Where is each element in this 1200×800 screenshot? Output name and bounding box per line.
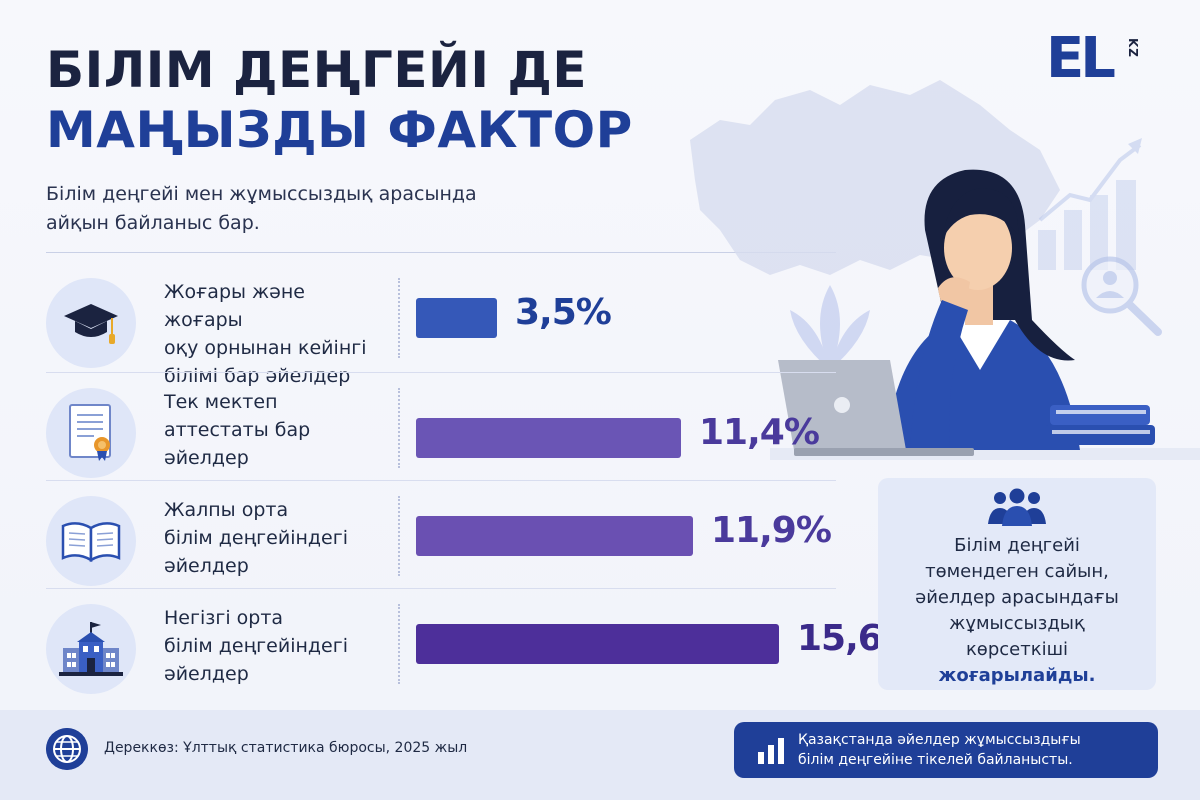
insight-line-1: Білім деңгейі <box>954 535 1080 556</box>
woman-laptop-illustration <box>690 80 1200 460</box>
row-separator-line <box>398 496 400 576</box>
conclusion-text: Қазақстанда әйелдер жұмыссыздығы білім д… <box>798 730 1081 770</box>
insight-line-5: көрсеткіші <box>965 639 1069 660</box>
header-divider <box>46 252 836 253</box>
title-line-1: БІЛІМ ДЕҢГЕЙІ ДЕ <box>46 41 588 99</box>
bar <box>416 298 497 338</box>
growth-chart-icon <box>1038 138 1142 270</box>
category-label-line: әйелдер <box>164 555 249 577</box>
chart-row: Жалпы орта білім деңгейіндегі әйелдер 11,9% <box>46 486 836 592</box>
insight-text: Білім деңгейі төмендеген сайын, әйелдер … <box>888 533 1146 689</box>
row-separator-line <box>398 278 400 358</box>
source-text: Дереккөз: Ұлттық статистика бюросы, 2025… <box>104 740 468 756</box>
category-label: Тек мектеп аттестаты бар әйелдер <box>164 388 384 472</box>
bar <box>416 516 693 556</box>
category-label-line: әйелдер <box>164 447 249 469</box>
category-label: Негізгі орта білім деңгейіндегі әйелдер <box>164 604 384 688</box>
plant-icon <box>790 285 870 370</box>
category-label-line: әйелдер <box>164 663 249 685</box>
globe-icon <box>46 728 88 770</box>
category-label-line: білім деңгейіндегі <box>164 635 348 657</box>
laptop-icon <box>778 360 974 456</box>
books-icon <box>1045 405 1155 445</box>
category-label-line: Тек мектеп <box>164 391 278 413</box>
chart-row: Тек мектеп аттестаты бар әйелдер 11,4% <box>46 378 836 484</box>
bar-value-label: 11,4% <box>699 412 820 453</box>
insight-line-4: жұмыссыздық <box>949 613 1085 634</box>
open-book-icon <box>46 496 136 586</box>
insight-highlight: жоғарылайды. <box>938 665 1096 686</box>
school-building-icon <box>46 604 136 694</box>
certificate-icon <box>46 388 136 478</box>
row-divider <box>46 588 836 589</box>
search-person-icon <box>1081 256 1162 336</box>
category-label-line: білім деңгейіндегі <box>164 527 348 549</box>
bar-value-label: 11,9% <box>711 510 832 551</box>
conclusion-banner: Қазақстанда әйелдер жұмыссыздығы білім д… <box>734 722 1158 778</box>
el-kz-logo: EL KZ <box>1046 28 1166 90</box>
category-label-line: білімі бар әйелдер <box>164 365 351 387</box>
category-label-line: Жалпы орта <box>164 499 289 521</box>
chart-row: Жоғары және жоғары оқу орнынан кейінгі біл… <box>46 268 836 387</box>
people-group-icon <box>988 488 1046 526</box>
page-title: БІЛІМ ДЕҢГЕЙІ ДЕ МАҢЫЗДЫ ФАКТОР <box>46 40 633 160</box>
category-label-line: Жоғары және жоғары <box>164 281 305 331</box>
logo-main: EL <box>1046 26 1116 91</box>
insight-line-3: әйелдер арасындағы <box>915 587 1119 608</box>
row-separator-line <box>398 604 400 684</box>
row-divider <box>46 372 836 373</box>
category-label-line: Негізгі орта <box>164 607 284 629</box>
insight-box: Білім деңгейі төмендеген сайын, әйелдер … <box>878 478 1156 690</box>
subtitle: Білім деңгейі мен жұмыссыздық арасында а… <box>46 183 477 234</box>
bar <box>416 624 779 664</box>
category-label-line: аттестаты бар <box>164 419 311 441</box>
footer: Дереккөз: Ұлттық статистика бюросы, 2025… <box>0 710 1200 800</box>
category-label: Жалпы орта білім деңгейіндегі әйелдер <box>164 496 384 580</box>
insight-line-2: төмендеген сайын, <box>925 561 1109 582</box>
bar-chart-icon <box>758 738 784 764</box>
conclusion-line-2: білім деңгейіне тікелей байланысты. <box>798 752 1073 768</box>
chart-row: Негізгі орта білім деңгейіндегі әйелдер 15,… <box>46 594 918 700</box>
graduation-cap-icon <box>46 278 136 368</box>
title-line-2: МАҢЫЗДЫ ФАКТОР <box>46 101 633 159</box>
row-divider <box>46 480 836 481</box>
row-separator-line <box>398 388 400 468</box>
category-label: Жоғары және жоғары оқу орнынан кейінгі біл… <box>164 278 384 390</box>
category-label-line: оқу орнынан кейінгі <box>164 337 367 359</box>
bar-value-label: 3,5% <box>515 292 612 333</box>
conclusion-line-1: Қазақстанда әйелдер жұмыссыздығы <box>798 732 1081 748</box>
bar <box>416 418 681 458</box>
